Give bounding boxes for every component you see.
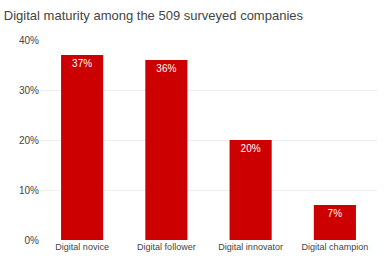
svg-text:20%: 20% — [241, 143, 261, 154]
svg-text:Digital champion: Digital champion — [302, 242, 369, 252]
svg-text:30%: 30% — [19, 85, 39, 96]
svg-text:10%: 10% — [19, 185, 39, 196]
svg-text:7%: 7% — [328, 208, 343, 219]
svg-text:36%: 36% — [156, 63, 176, 74]
svg-text:Digital innovator: Digital innovator — [218, 242, 283, 252]
svg-text:Digital follower: Digital follower — [137, 242, 196, 252]
svg-text:37%: 37% — [72, 58, 92, 69]
svg-text:0%: 0% — [25, 235, 40, 246]
svg-text:20%: 20% — [19, 135, 39, 146]
svg-text:40%: 40% — [19, 35, 39, 46]
svg-text:Digital novice: Digital novice — [55, 242, 109, 252]
svg-text:Digital maturity among the 509: Digital maturity among the 509 surveyed … — [4, 8, 304, 23]
